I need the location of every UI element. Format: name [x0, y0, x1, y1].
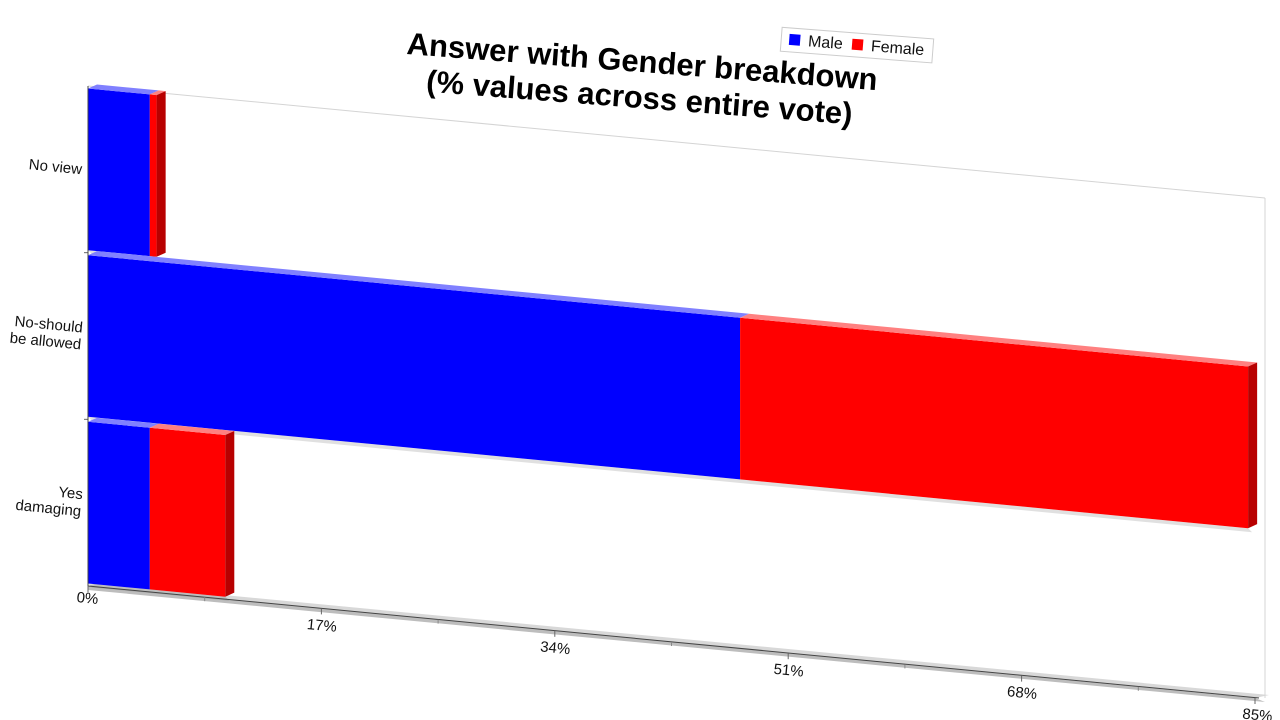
- category-label-2-line-2: be allowed: [9, 330, 82, 354]
- bar-female-2-top: [740, 313, 1258, 367]
- bar-male-1-top: [88, 84, 159, 95]
- category-label-2-line-1: No-should: [14, 313, 84, 336]
- category-label-2: No-shouldbe allowed: [9, 313, 84, 354]
- bar-male-3: [88, 421, 150, 590]
- category-label-1: No view: [28, 156, 83, 178]
- bar-male-2: [88, 255, 741, 480]
- plot-floor-edge: [88, 586, 1265, 702]
- bar-female-1: [149, 94, 157, 257]
- x-tick-label-4: 51%: [773, 661, 805, 681]
- plot-floor: [88, 583, 1269, 698]
- bar-female-3-top: [149, 423, 235, 435]
- category-label-3: Yesdamaging: [15, 480, 84, 520]
- legend-label-male: Male: [807, 33, 843, 53]
- plot-area: No view No-shouldbe allowed Yesdamaging 0% 1…: [9, 84, 1274, 720]
- category-label-3-line-2: damaging: [15, 497, 82, 520]
- x-tick-label-2: 17%: [306, 616, 338, 636]
- x-axis-line: [87, 585, 1260, 699]
- legend-swatch-male: [788, 33, 801, 46]
- x-tick-label-1: 0%: [76, 589, 99, 608]
- x-tick-label-3: 34%: [539, 638, 571, 658]
- legend: Male Female: [779, 26, 935, 64]
- bar-female-2: [740, 317, 1249, 529]
- x-tick-label-5: 68%: [1006, 683, 1038, 703]
- bar-male-2-shadow: [88, 416, 745, 484]
- bar-male-3-top: [88, 417, 159, 428]
- bar-male-1: [88, 88, 150, 257]
- category-label-3-line-1: Yes: [58, 484, 84, 503]
- bar-female-1-side: [156, 91, 166, 257]
- x-tick-label-6: 85%: [1242, 706, 1274, 720]
- bar-female-1-top: [149, 90, 166, 96]
- bar-female-3-side: [225, 431, 235, 597]
- legend-label-female: Female: [870, 38, 925, 59]
- bar-female-2-side: [1248, 362, 1258, 529]
- bar-female-2-shadow: [740, 479, 1253, 533]
- plot-frame-top: [87, 85, 1266, 199]
- category-label-1-line-1: No view: [28, 156, 83, 178]
- bar-female-3: [149, 427, 226, 597]
- legend-swatch-female: [851, 38, 864, 51]
- bar-male-2-top: [88, 251, 750, 318]
